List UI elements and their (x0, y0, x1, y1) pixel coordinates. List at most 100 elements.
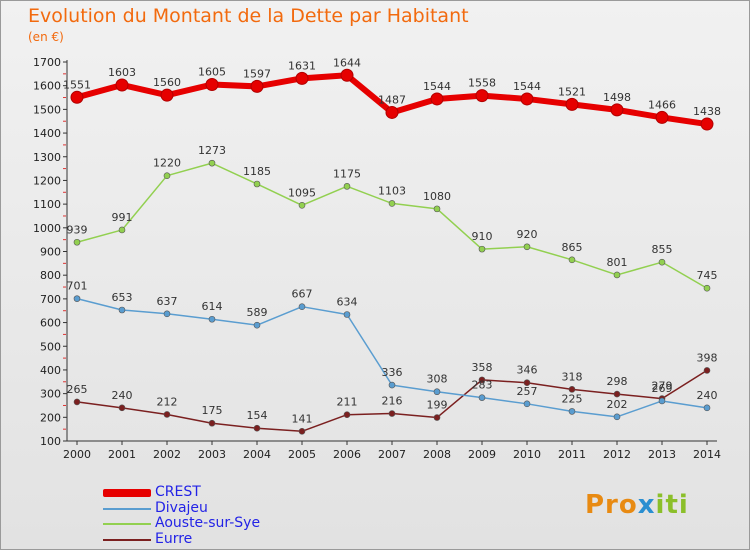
data-label-aouste-sur-sye: 939 (67, 223, 88, 236)
legend-label-crest: CREST (155, 484, 201, 500)
data-label-aouste-sur-sye: 865 (562, 241, 583, 254)
y-tick-label: 500 (40, 340, 61, 353)
series-lines (70, 68, 714, 435)
data-point-crest (70, 90, 84, 104)
data-label-eurre: 398 (697, 351, 718, 364)
data-point-eurre (253, 424, 261, 432)
data-label-eurre: 298 (607, 375, 628, 388)
data-label-eurre: 279 (652, 380, 673, 393)
data-label-divajeu: 667 (292, 288, 313, 301)
legend-label-aouste: Aouste-sur-Sye (155, 515, 261, 531)
data-point-aouste-sur-sye (298, 202, 306, 209)
data-point-crest (475, 89, 489, 103)
data-label-eurre: 346 (517, 364, 538, 377)
data-point-crest (565, 97, 579, 111)
data-point-eurre (73, 398, 81, 406)
data-point-divajeu (568, 408, 576, 415)
data-label-divajeu: 308 (427, 373, 448, 386)
legend-swatch-eurre (103, 538, 151, 541)
data-point-crest (295, 71, 309, 85)
data-label-crest: 1544 (513, 80, 541, 93)
data-point-divajeu (658, 397, 666, 405)
y-tick-label: 1600 (33, 80, 61, 93)
axes: 1002003004005006007008009001000110012001… (33, 56, 721, 461)
data-label-aouste-sur-sye: 745 (697, 269, 718, 282)
x-tick-label: 2007 (378, 448, 406, 461)
data-label-eurre: 154 (247, 409, 268, 422)
data-label-divajeu: 202 (607, 398, 628, 411)
data-label-aouste-sur-sye: 1220 (153, 157, 181, 170)
data-label-aouste-sur-sye: 855 (652, 243, 673, 256)
data-label-eurre: 141 (292, 412, 313, 425)
data-point-divajeu (703, 404, 711, 412)
data-point-divajeu (298, 303, 306, 310)
x-tick-label: 2008 (423, 448, 451, 461)
y-tick-label: 1400 (33, 127, 61, 140)
data-label-aouste-sur-sye: 1273 (198, 144, 226, 157)
data-point-crest (250, 79, 264, 93)
data-point-aouste-sur-sye (253, 180, 261, 188)
data-label-eurre: 240 (112, 389, 133, 402)
data-point-crest (700, 117, 714, 131)
data-label-crest: 1498 (603, 91, 631, 104)
x-tick-label: 2006 (333, 448, 361, 461)
data-label-crest: 1544 (423, 80, 451, 93)
data-point-divajeu (208, 315, 216, 323)
data-point-divajeu (73, 295, 81, 302)
data-label-aouste-sur-sye: 1103 (378, 184, 406, 197)
data-point-crest (385, 105, 399, 119)
y-tick-label: 1300 (33, 151, 61, 164)
chart-subtitle: (en €) (28, 30, 64, 44)
x-tick-label: 2009 (468, 448, 496, 461)
y-tick-label: 1500 (33, 103, 61, 116)
data-label-aouste-sur-sye: 920 (517, 228, 538, 241)
data-point-aouste-sur-sye (388, 200, 396, 207)
data-point-divajeu (388, 381, 396, 389)
data-labels: 1551 1603 1560 1605 1597 1631 1644 1487 1544 1558… (63, 56, 721, 425)
data-point-eurre (343, 411, 351, 419)
legend-swatch-crest (103, 489, 151, 497)
data-point-aouste-sur-sye (163, 172, 171, 179)
data-point-eurre (388, 410, 396, 417)
data-label-crest: 1558 (468, 77, 496, 90)
data-label-divajeu: 240 (697, 389, 718, 402)
data-point-aouste-sur-sye (523, 243, 531, 251)
data-label-divajeu: 225 (562, 392, 583, 405)
data-point-crest (520, 92, 534, 106)
data-label-divajeu: 701 (67, 280, 88, 293)
x-tick-label: 2011 (558, 448, 586, 461)
y-tick-label: 300 (40, 388, 61, 401)
data-point-crest (205, 78, 219, 92)
data-point-eurre (478, 376, 486, 384)
chart-title: Evolution du Montant de la Dette par Hab… (28, 5, 469, 27)
legend-swatch-divajeu (103, 507, 151, 510)
data-label-divajeu: 653 (112, 291, 133, 304)
data-point-eurre (613, 390, 621, 398)
data-point-eurre (163, 411, 171, 418)
data-label-eurre: 265 (67, 383, 88, 396)
data-label-crest: 1603 (108, 66, 136, 79)
data-point-crest (430, 92, 444, 106)
data-point-crest (340, 68, 354, 82)
data-point-aouste-sur-sye (433, 205, 441, 213)
x-tick-label: 2005 (288, 448, 316, 461)
data-label-crest: 1466 (648, 98, 676, 111)
data-label-aouste-sur-sye: 1185 (243, 165, 271, 178)
data-label-crest: 1560 (153, 76, 181, 89)
data-point-divajeu (613, 413, 621, 421)
proxiti-logo: Proxiti (585, 490, 689, 520)
data-label-aouste-sur-sye: 910 (472, 230, 493, 243)
data-label-crest: 1644 (333, 56, 361, 69)
data-point-eurre (568, 386, 576, 393)
x-tick-label: 2002 (153, 448, 181, 461)
data-point-divajeu (523, 400, 531, 408)
x-tick-label: 2012 (603, 448, 631, 461)
data-point-divajeu (118, 306, 126, 314)
data-label-aouste-sur-sye: 1080 (423, 190, 451, 203)
x-tick-label: 2004 (243, 448, 271, 461)
data-point-aouste-sur-sye (478, 245, 486, 253)
data-label-divajeu: 269 (652, 382, 673, 395)
data-label-eurre: 216 (382, 395, 403, 408)
